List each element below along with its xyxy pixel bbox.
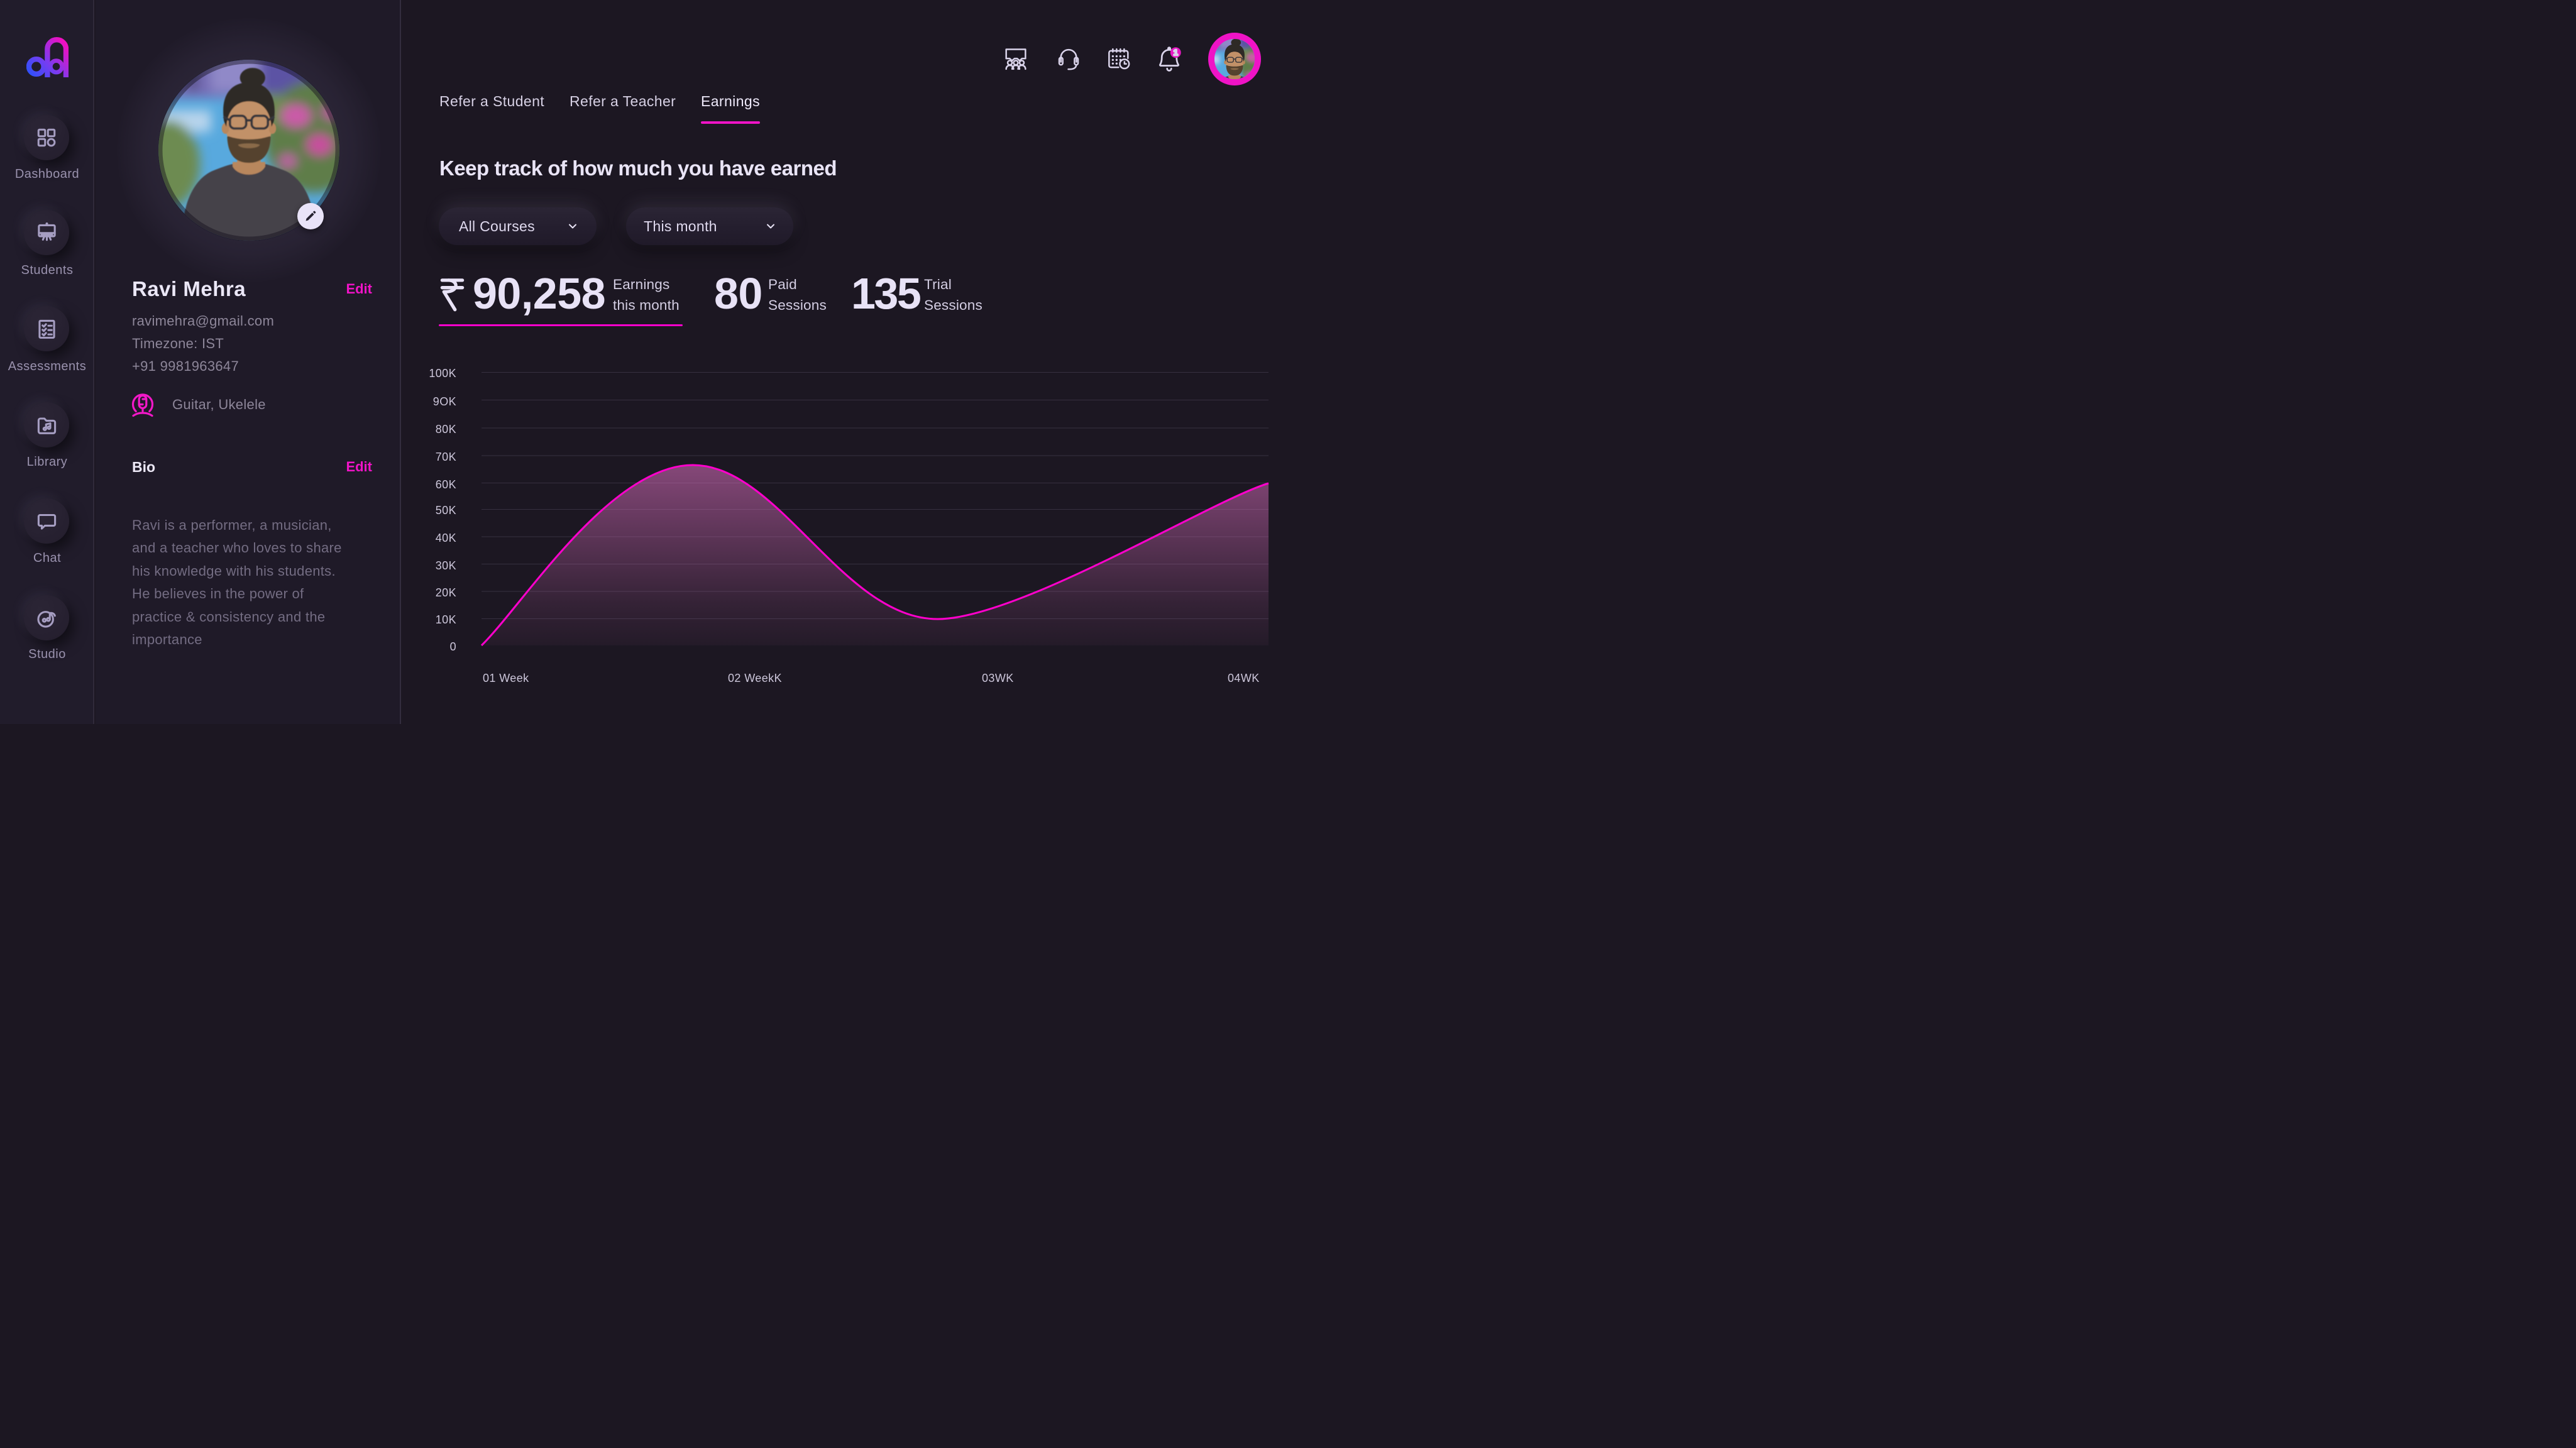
svg-text:1: 1 bbox=[1174, 48, 1178, 57]
